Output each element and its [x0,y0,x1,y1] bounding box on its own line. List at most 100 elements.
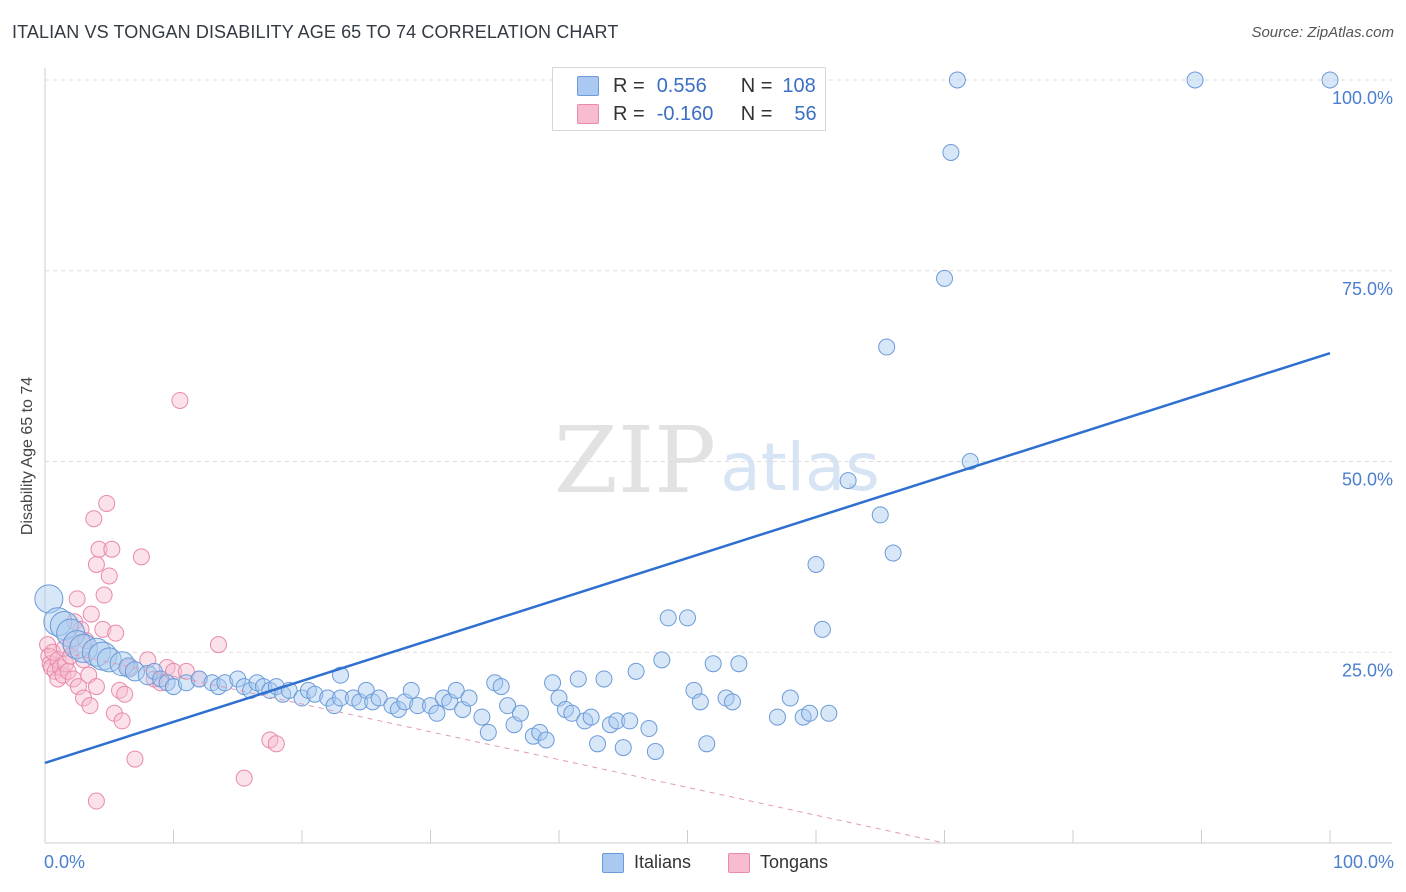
legend-item-italians[interactable]: Italians [602,852,691,873]
tongans-legend-label: Tongans [760,852,829,872]
tongan-point [100,567,118,585]
tongan-point [126,750,144,768]
italian-point [479,723,497,741]
tongan-point [267,735,285,753]
italian-point [582,708,600,726]
tongan-point [94,620,112,638]
tongan-point [81,697,99,715]
italian-point [646,742,664,760]
tongan-point [77,632,95,650]
legend-italians-r: 0.556 [656,74,707,97]
italian-point [1321,71,1339,89]
italian-point [936,269,953,287]
italian-point [544,674,562,692]
italian-point [511,704,529,722]
italian-point [659,609,677,627]
italians-trend-line [44,351,1331,765]
tongan-point [132,548,150,566]
italian-point [332,689,350,707]
italian-point [621,712,639,730]
tongan-point [87,556,105,574]
x-axis-min-label: 0.0% [44,852,86,872]
italian-point [177,674,195,692]
italian-point [165,678,182,696]
italian-point [34,584,64,614]
italian-point [589,735,607,753]
tongan-point [68,590,86,608]
tongan-point [98,494,116,512]
tongan-point [87,792,105,810]
italian-point [402,681,420,699]
legend-row-italians: R = 0.556 N = 108 [577,74,816,98]
italian-point [447,681,465,699]
gridlines: 25.0% 50.0% 75.0% 100.0% [45,79,1393,680]
tongan-point [103,540,121,558]
italian-point [569,670,587,688]
tongan-point [116,685,134,703]
tongan-point [87,678,105,696]
watermark-atlas: atlas [720,429,880,506]
italians-legend-label: Italians [634,852,692,872]
tongans-trend-line [44,647,945,844]
italian-point [871,506,889,524]
legend-italians-n: 108 [782,74,816,97]
legend-swatch-italians [577,76,599,96]
italian-point [801,704,819,722]
y-tick-label: 75.0% [1342,279,1393,299]
italian-point [813,620,831,638]
italian-point [614,739,632,757]
italian-point [608,712,626,730]
legend-tongans-r: -0.160 [656,102,714,125]
italian-point [627,662,645,680]
italian-point [679,609,696,627]
italian-point [781,689,799,707]
italian-point [839,472,857,490]
y-tick-label: 50.0% [1342,470,1393,490]
correlation-legend: R = 0.556 N = 108 R = -0.160 N = 56 [552,67,826,131]
italian-point [124,661,146,682]
legend-r-label: R = [613,102,645,125]
legend-item-tongans[interactable]: Tongans [728,852,828,873]
series-legend: Italians Tongans [0,852,1406,878]
italian-point [595,670,613,688]
italian-point [768,708,786,726]
legend-r-label: R = [613,74,645,97]
italian-point [118,657,139,678]
tongan-point [235,769,253,787]
italian-point [878,338,896,356]
italian-point [730,655,748,673]
tongan-point [95,586,113,604]
tongans-series [39,391,285,810]
italian-point [563,704,581,722]
italian-point [370,689,388,707]
italian-point [884,544,902,562]
italian-point [306,685,324,703]
y-tick-label: 100.0% [1332,88,1393,108]
watermark: ZIP atlas [554,407,880,514]
italian-point [691,693,709,711]
italian-point [1186,71,1204,89]
tongan-point [113,712,131,730]
italian-point [492,678,510,696]
italian-point [807,556,825,574]
legend-row-tongans: R = -0.160 N = 56 [577,102,817,126]
watermark-zip: ZIP [554,407,716,514]
italian-point [409,697,427,715]
x-axis-max-label: 100.0% [1332,852,1394,872]
italian-point [460,689,478,707]
tongans-swatch [728,852,750,873]
legend-n-label: N = [740,102,773,125]
source-label: Source: ZipAtlas.com [1251,24,1394,41]
italian-point [698,735,716,753]
tongan-point [209,636,227,654]
italian-point [499,697,517,715]
italian-point [723,693,741,711]
italian-point [942,143,960,161]
italian-point [537,731,555,749]
legend-tongans-n: 56 [794,102,817,125]
legend-swatch-tongans [577,104,599,124]
italian-point [653,651,671,669]
axes [44,68,1392,844]
italians-swatch [602,852,624,873]
